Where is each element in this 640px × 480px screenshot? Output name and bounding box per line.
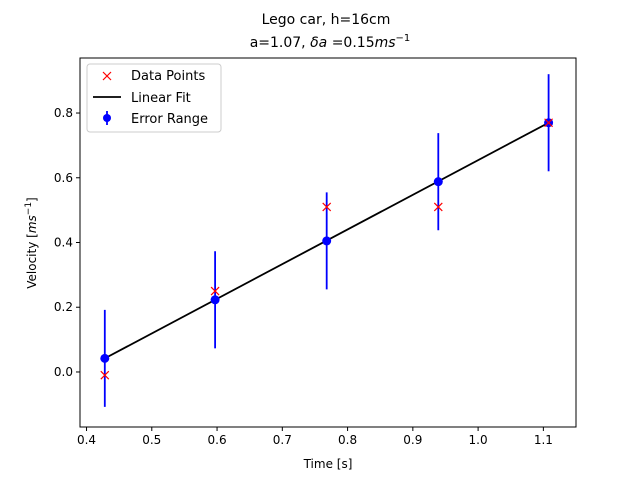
chart-subtitle-unit-exp: −1 (396, 33, 411, 44)
y-axis-label: Velocity [ms−1] (24, 197, 39, 289)
x-tick-label: 1.1 (534, 433, 553, 447)
x-axis-label: Time [s] (303, 457, 353, 471)
x-tick-label: 0.5 (142, 433, 161, 447)
axes-frame (79, 57, 577, 428)
y-tick-label: 0.6 (54, 171, 73, 185)
y-axis-label-suffix: ] (25, 197, 39, 202)
error-range-point (100, 353, 110, 363)
chart-title: Lego car, h=16cm (262, 12, 391, 28)
legend-label-linear-fit: Linear Fit (131, 91, 191, 106)
legend-label-error-range: Error Range (131, 112, 208, 127)
x-tick-label: 0.9 (403, 433, 422, 447)
chart-subtitle-delta: δa (310, 35, 327, 51)
y-tick-label: 0.2 (54, 300, 73, 314)
data-point-marker (433, 202, 443, 212)
y-axis-label-unit: ms (25, 215, 39, 233)
data-point-marker (322, 202, 332, 212)
x-tick-label: 0.8 (338, 433, 357, 447)
data-point-marker (100, 370, 110, 380)
x-tick-label: 0.4 (77, 433, 96, 447)
error-range-point (322, 236, 332, 246)
plot-area (100, 74, 554, 407)
x-tick-label: 1.0 (469, 433, 488, 447)
legend-box (86, 63, 222, 133)
legend-entry-data-points: Data Points (102, 69, 205, 84)
legend-entry-linear-fit: Linear Fit (93, 91, 191, 106)
legend-x-marker (102, 71, 112, 81)
x-tick-label: 0.6 (208, 433, 227, 447)
chart-subtitle: a=1.07, δa =0.15ms−1 (250, 33, 411, 51)
error-range-point (433, 177, 443, 187)
legend-errorbar-dot (103, 114, 111, 122)
y-tick-label: 0.4 (54, 236, 73, 250)
legend-label-data-points: Data Points (131, 69, 205, 84)
y-tick-label: 0.0 (54, 365, 73, 379)
error-range-point (210, 295, 220, 305)
y-tick-label: 0.8 (54, 106, 73, 120)
legend-entry-error-range: Error Range (103, 111, 208, 127)
x-axis-ticks: 0.4 0.5 0.6 0.7 0.8 0.9 1.0 1.1 (77, 427, 553, 447)
data-point-marker (544, 118, 554, 128)
legend: Data Points Linear Fit Error Range (86, 63, 222, 133)
chart-subtitle-prefix: a=1.07, (250, 35, 310, 51)
chart-subtitle-middle: =0.15 (327, 35, 374, 51)
y-axis-label-prefix: Velocity [ (25, 233, 39, 289)
y-axis-label-unit-exp: −1 (24, 202, 34, 215)
chart-subtitle-unit: ms (375, 35, 396, 51)
y-axis-ticks: 0.0 0.2 0.4 0.6 0.8 (54, 106, 80, 379)
x-tick-label: 0.7 (273, 433, 292, 447)
legend-x-glyph (102, 71, 112, 81)
data-point-marker (210, 286, 220, 296)
